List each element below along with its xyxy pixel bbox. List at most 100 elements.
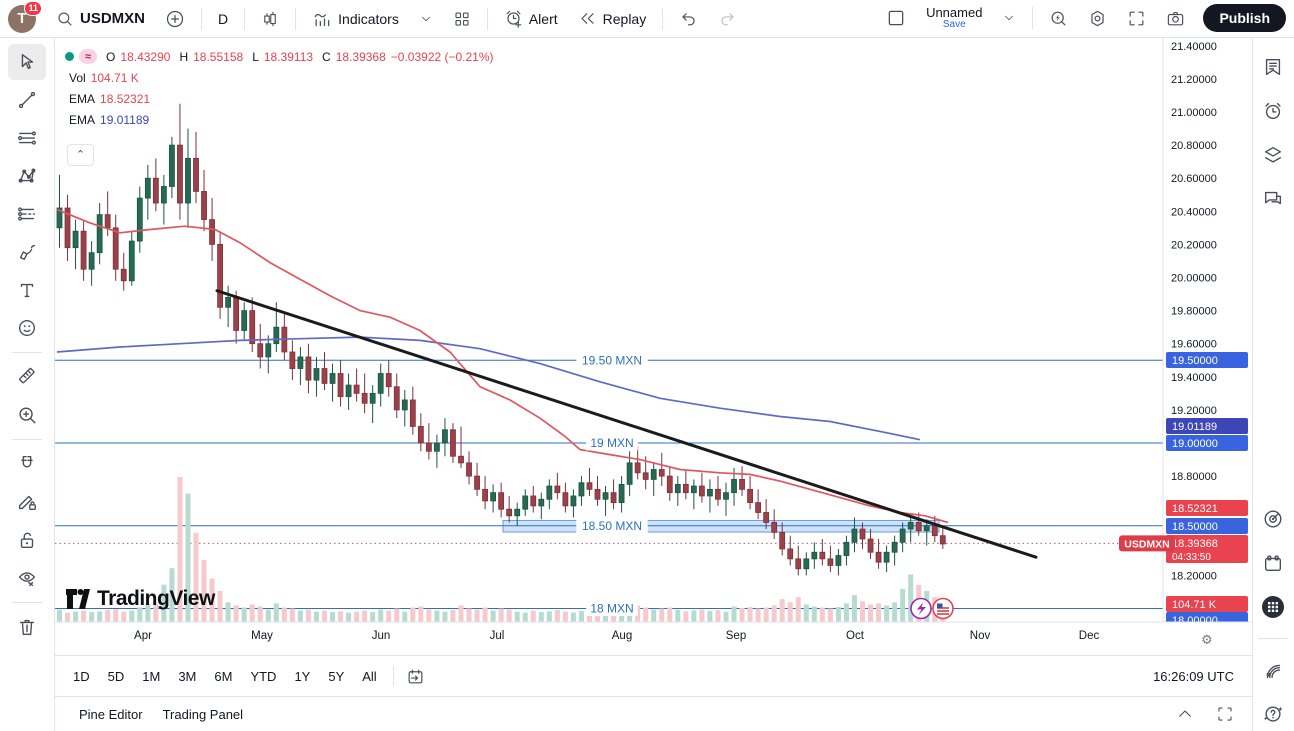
- lightning-event-icon[interactable]: [910, 597, 932, 620]
- tradingview-watermark[interactable]: TradingView: [65, 587, 215, 611]
- price-chart[interactable]: 19.50 MXN 19 MXN 18.50 MXN 18 MXN 21.40000 21…: [55, 38, 1252, 655]
- range-button-6m[interactable]: 6M: [206, 664, 240, 689]
- us-flag-event-icon[interactable]: [932, 597, 954, 620]
- notification-badge: 11: [24, 0, 42, 16]
- go-to-date-button[interactable]: [402, 665, 429, 688]
- object-tree-button[interactable]: [1254, 138, 1292, 172]
- price-tick: 19.80000: [1171, 306, 1217, 318]
- axis-price-label-text: 104.71 K: [1172, 599, 1217, 611]
- chart-style-button[interactable]: [253, 6, 287, 32]
- layout-menu-button[interactable]: [994, 7, 1024, 29]
- signal-icon: [1266, 664, 1281, 679]
- level-label[interactable]: 18.50 MXN: [582, 519, 642, 533]
- settings-button[interactable]: [1080, 5, 1115, 32]
- price-tick: 18.20000: [1171, 570, 1217, 582]
- scale-settings-gear-icon[interactable]: ⚙: [1201, 633, 1213, 648]
- undo-button[interactable]: [671, 5, 706, 32]
- trend-line-tool[interactable]: [8, 82, 46, 118]
- compare-add-button[interactable]: [157, 5, 193, 33]
- price-tick: 20.20000: [1171, 239, 1217, 251]
- range-button-5d[interactable]: 5D: [100, 664, 133, 689]
- indicator-templates-button[interactable]: [411, 8, 441, 30]
- level-label[interactable]: 19.50 MXN: [582, 353, 642, 367]
- layout-name-button[interactable]: Unnamed Save: [918, 2, 990, 34]
- text-tool[interactable]: [8, 272, 46, 308]
- alert-clock-icon: [506, 10, 522, 28]
- legend-ema-fast-row[interactable]: EMA 18.52321: [65, 88, 494, 109]
- chat-button[interactable]: [1254, 182, 1292, 216]
- alert-button[interactable]: Alert: [496, 5, 566, 32]
- range-button-1m[interactable]: 1M: [134, 664, 168, 689]
- replay-button[interactable]: Replay: [570, 5, 655, 32]
- calendar-go-icon: [408, 669, 423, 683]
- watchlist-button[interactable]: [1254, 50, 1292, 84]
- ema-slow-line[interactable]: [56, 336, 921, 441]
- symbol-search-button[interactable]: USDMXN: [48, 6, 153, 32]
- range-button-1d[interactable]: 1D: [65, 664, 98, 689]
- user-avatar[interactable]: T 11: [8, 0, 42, 33]
- layout-name: Unnamed: [926, 5, 983, 21]
- legend-main-row[interactable]: ≈ O 18.43290 H 18.55158 L 18.39113 C 18.3936…: [65, 46, 494, 67]
- calendar-button[interactable]: [1254, 546, 1292, 580]
- collapse-panel-button[interactable]: [1172, 701, 1198, 727]
- cursor-tool[interactable]: [8, 44, 46, 80]
- quick-search-button[interactable]: [1041, 5, 1076, 32]
- fullscreen-button[interactable]: [1119, 5, 1154, 32]
- market-status-dot: [65, 52, 74, 61]
- utc-clock[interactable]: 16:26:09 UTC: [1153, 668, 1234, 684]
- horizontal-line-tool[interactable]: [8, 120, 46, 156]
- chevron-up-icon: [1179, 710, 1191, 717]
- projection-tool[interactable]: [8, 196, 46, 232]
- redo-button[interactable]: [710, 5, 745, 32]
- rail-divider: [12, 602, 42, 603]
- legend-collapse-button[interactable]: ⌃: [67, 144, 94, 166]
- pine-editor-tab[interactable]: Pine Editor: [69, 701, 153, 728]
- range-button-5y[interactable]: 5Y: [320, 664, 352, 689]
- drawing-lock-tool[interactable]: [8, 484, 46, 520]
- axis-price-label-text: 19.50000: [1172, 355, 1218, 367]
- measure-tool[interactable]: [8, 359, 46, 395]
- range-button-1y[interactable]: 1Y: [286, 664, 318, 689]
- brush-tool[interactable]: [8, 234, 46, 270]
- alerts-button[interactable]: [1254, 94, 1292, 128]
- price-tick: 19.60000: [1171, 339, 1217, 351]
- interval-button[interactable]: D: [210, 7, 236, 31]
- zoom-in-tool[interactable]: [8, 397, 46, 433]
- hotlist-button[interactable]: [1254, 502, 1292, 536]
- hide-drawings-tool[interactable]: [8, 560, 46, 596]
- range-button-ytd[interactable]: YTD: [242, 664, 284, 689]
- horizontal-lines-icon: [18, 131, 36, 145]
- pattern-tool[interactable]: [8, 158, 46, 194]
- emoji-tool[interactable]: [8, 310, 46, 346]
- publish-button[interactable]: Publish: [1203, 4, 1286, 33]
- range-button-3m[interactable]: 3M: [170, 664, 204, 689]
- ema-fast-line[interactable]: [56, 208, 949, 524]
- layout-grid-button[interactable]: [445, 6, 479, 32]
- level-label[interactable]: 18 MXN: [590, 602, 633, 616]
- range-button-all[interactable]: All: [354, 664, 384, 689]
- legend-ema-slow-row[interactable]: EMA 19.01189: [65, 109, 494, 130]
- axis-price-label: [1166, 500, 1248, 516]
- price-tick: 20.80000: [1171, 140, 1217, 152]
- change-value: −0.03922 (−0.21%): [390, 49, 494, 64]
- trading-panel-tab[interactable]: Trading Panel: [153, 701, 253, 728]
- zoom-in-icon: [19, 407, 36, 424]
- maximize-panel-button[interactable]: [1212, 701, 1238, 727]
- magnet-tool[interactable]: [8, 446, 46, 482]
- axis-price-label-text: 19.00000: [1172, 438, 1218, 450]
- trendline-drawing[interactable]: [215, 289, 1038, 559]
- time-scale[interactable]: [55, 622, 1252, 655]
- level-label[interactable]: 19 MXN: [590, 436, 633, 450]
- lock-all-tool[interactable]: [8, 522, 46, 558]
- remove-drawings-tool[interactable]: [8, 609, 46, 645]
- data-feed-button[interactable]: [1254, 653, 1292, 687]
- snapshot-button[interactable]: [1158, 5, 1193, 32]
- eye-icon: [18, 572, 36, 587]
- legend-volume-row[interactable]: Vol 104.71 K: [65, 67, 494, 88]
- help-button[interactable]: [1254, 697, 1292, 731]
- apps-button[interactable]: [1254, 590, 1292, 624]
- chart-pane[interactable]: 19.50 MXN 19 MXN 18.50 MXN 18 MXN 21.40000 21…: [55, 38, 1252, 655]
- save-layout-square-button[interactable]: [878, 4, 914, 32]
- indicators-button[interactable]: Indicators: [304, 5, 407, 33]
- camera-icon: [1168, 11, 1184, 26]
